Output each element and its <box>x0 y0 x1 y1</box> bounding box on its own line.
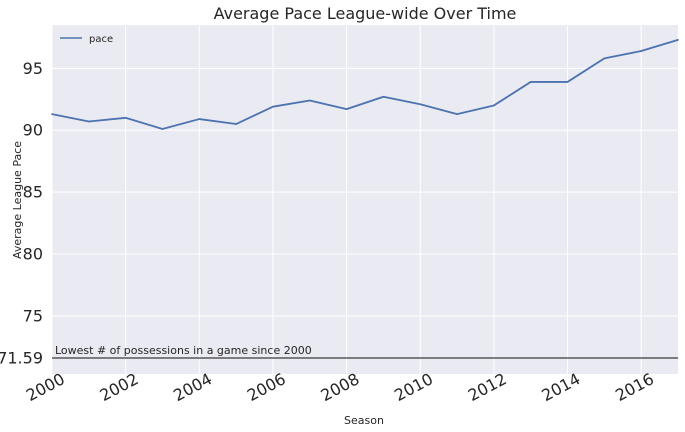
x-tick-label: 2014 <box>539 369 584 405</box>
data-point <box>272 105 274 108</box>
data-point <box>566 81 569 83</box>
legend: pace <box>60 34 113 45</box>
reference-line-group: Lowest # of possessions in a game since … <box>52 344 678 359</box>
x-gridlines <box>51 25 642 374</box>
data-point <box>51 113 53 115</box>
data-point <box>308 99 311 102</box>
y-tick-labels: 71.59 75 80 85 90 95 <box>0 59 43 368</box>
data-point <box>529 81 532 83</box>
x-tick-label: 2002 <box>97 369 142 405</box>
data-point <box>493 104 495 107</box>
x-tick-label: 2008 <box>318 369 363 405</box>
x-tick-label: 2004 <box>170 369 215 405</box>
y-axis-title: Average League Pace <box>11 141 24 259</box>
reference-line-label: Lowest # of possessions in a game since … <box>55 344 312 357</box>
x-tick-labels: 2000 2002 2004 2006 2008 2010 2012 2014 2016 <box>23 369 657 405</box>
x-tick-label: 2010 <box>391 369 436 405</box>
data-point <box>198 118 201 120</box>
x-tick-label: 2000 <box>23 369 68 405</box>
y-tick-label: 95 <box>23 59 43 78</box>
data-point <box>640 50 642 52</box>
y-tick-label: 80 <box>23 244 43 263</box>
legend-label-pace: pace <box>89 34 113 45</box>
x-tick-label: 2012 <box>465 369 510 405</box>
data-point <box>382 95 385 98</box>
y-gridlines <box>52 67 678 317</box>
chart-title: Average Pace League-wide Over Time <box>214 4 517 23</box>
data-point <box>456 113 458 115</box>
series-group <box>51 38 679 130</box>
data-point <box>677 39 679 41</box>
y-tick-label: 85 <box>23 183 43 202</box>
y-tick-label: 90 <box>23 121 43 140</box>
data-point <box>235 123 237 125</box>
x-tick-label: 2016 <box>612 369 657 405</box>
y-tick-label: 71.59 <box>0 349 43 368</box>
data-point <box>161 128 164 130</box>
data-point <box>603 57 606 60</box>
x-tick-label: 2006 <box>244 369 289 405</box>
data-point <box>88 120 90 123</box>
series-line-pace <box>51 38 679 130</box>
data-point <box>419 103 422 106</box>
plot-area <box>52 25 678 374</box>
x-axis-title: Season <box>344 414 384 427</box>
data-point <box>345 108 348 110</box>
y-tick-label: 75 <box>23 306 43 325</box>
data-point <box>124 117 127 119</box>
